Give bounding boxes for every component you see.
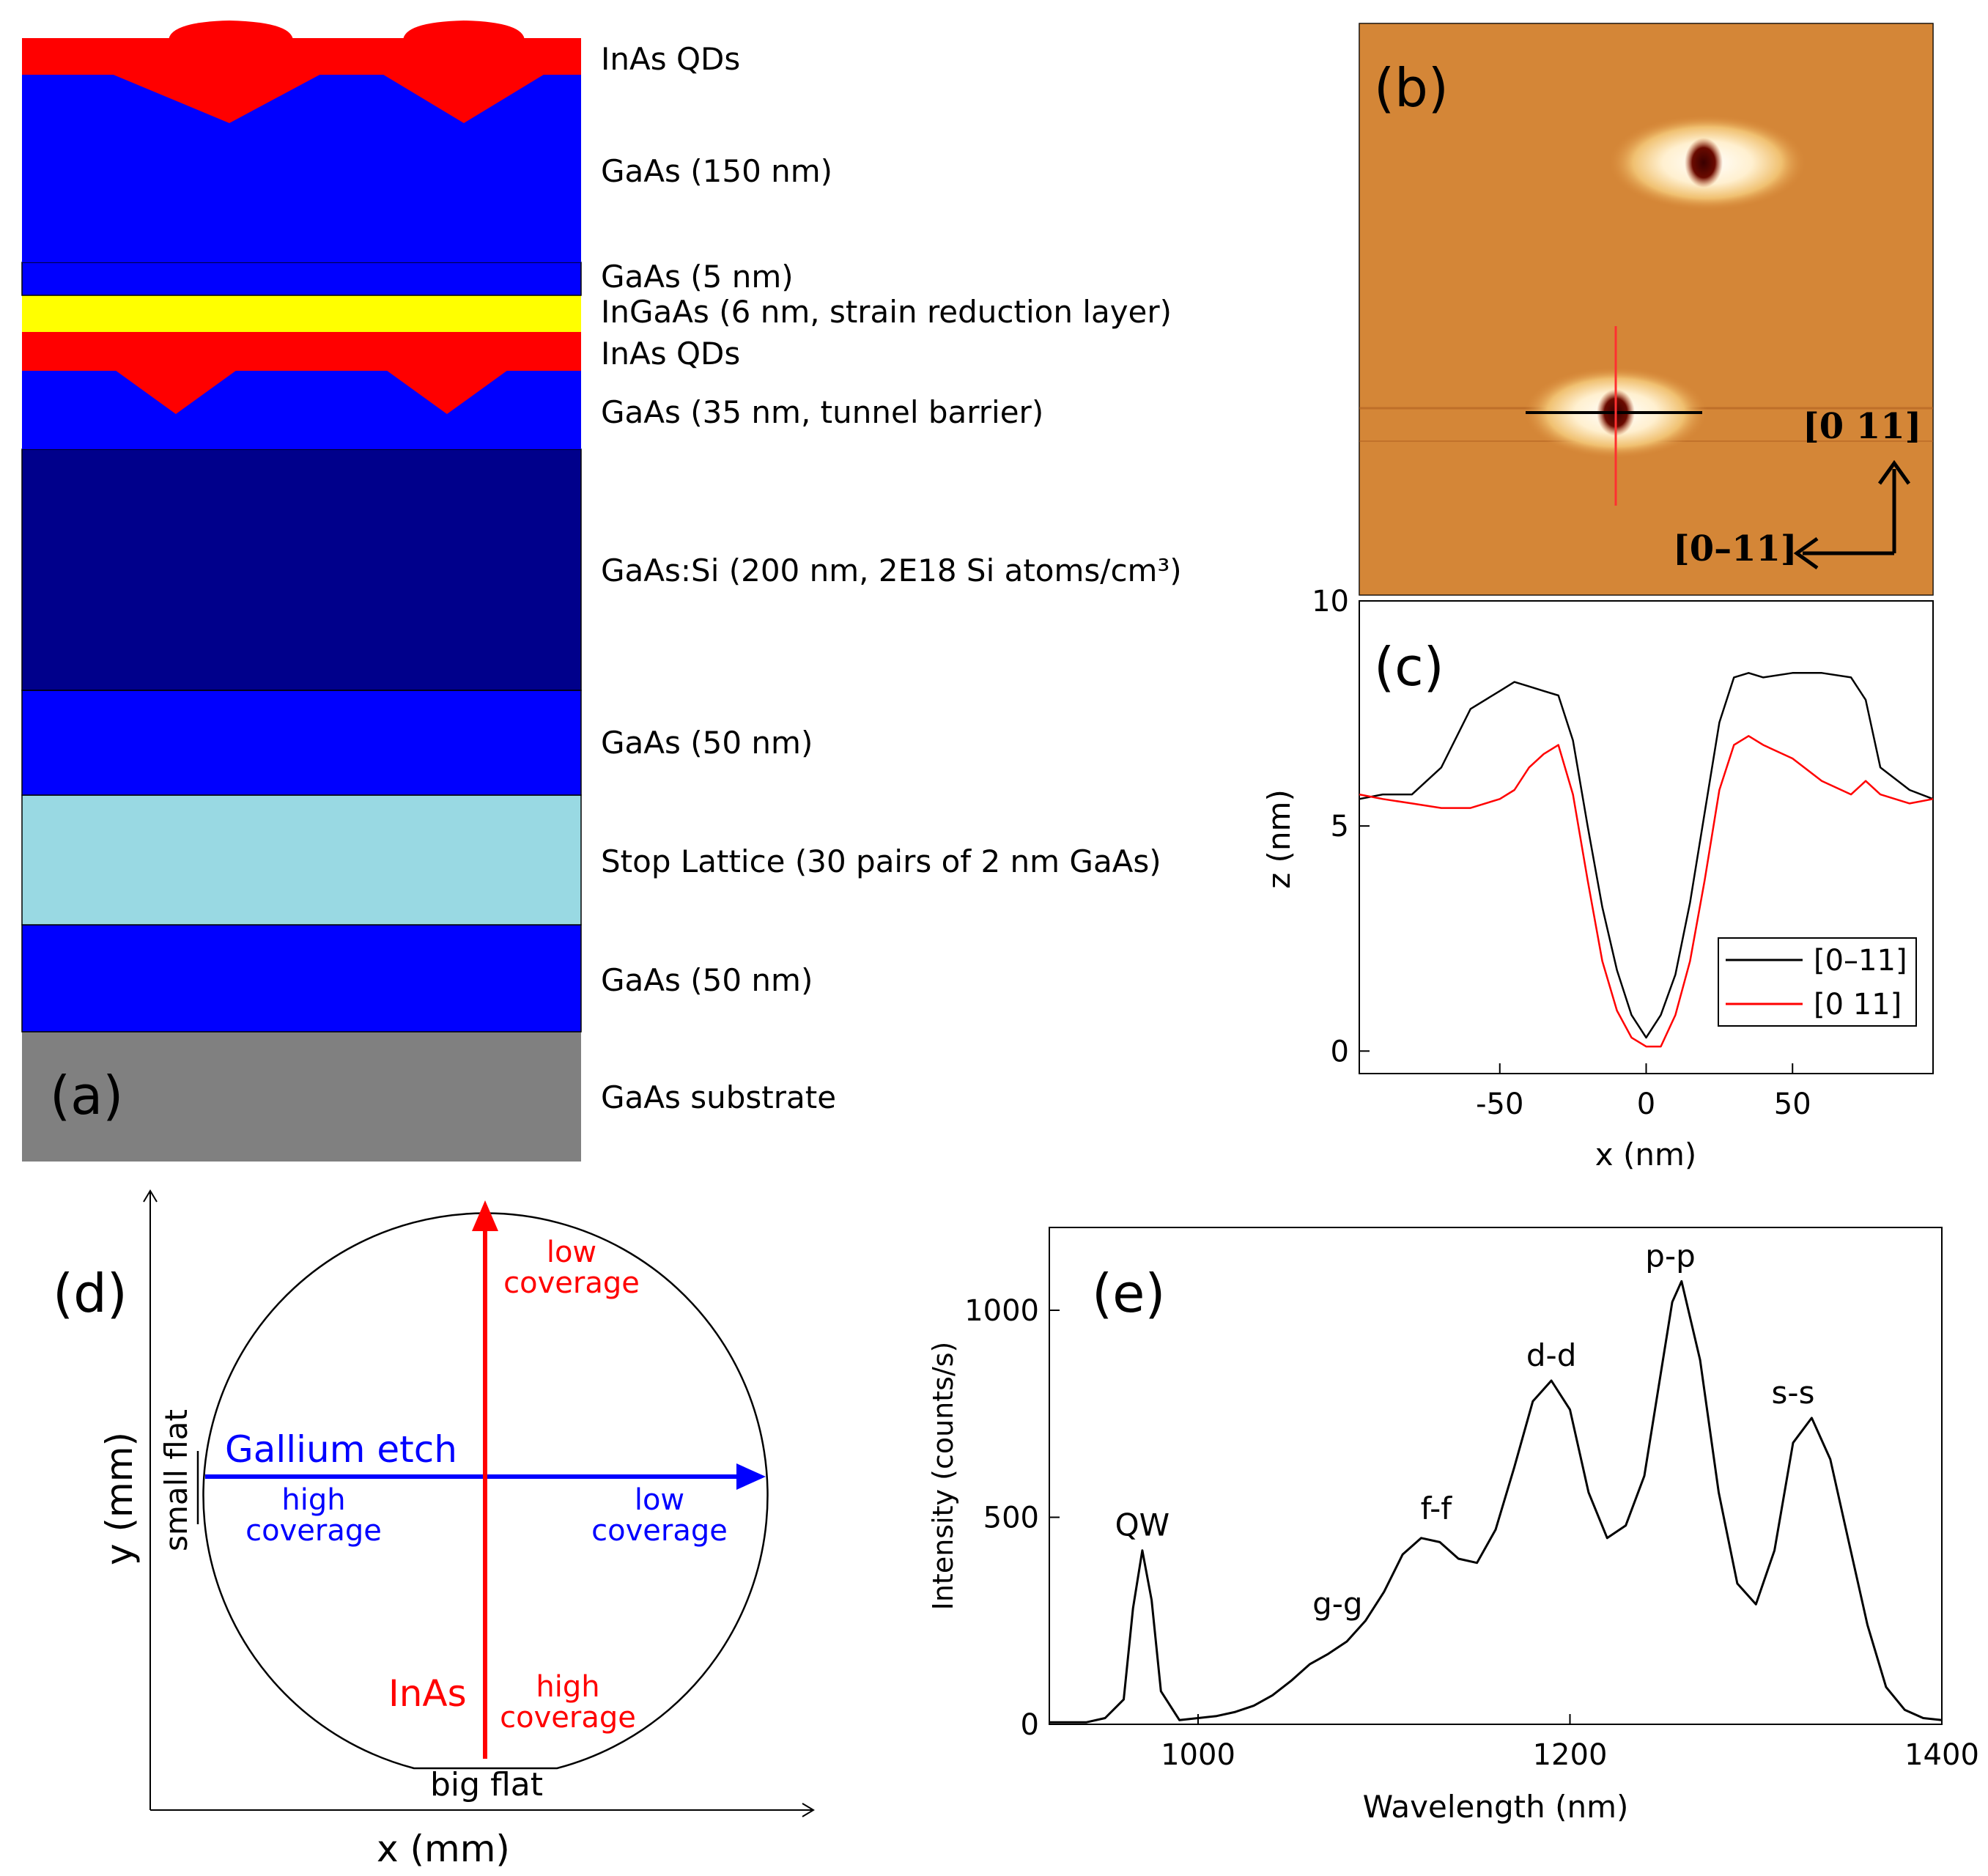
gallium-etch-arrowhead-icon xyxy=(736,1463,766,1490)
coverage-note: high coverage xyxy=(245,1483,382,1548)
y-tick-label: 5 xyxy=(1331,810,1349,843)
layer-gaas-substrate xyxy=(22,1032,581,1162)
y-tick-label: 10 xyxy=(1312,585,1349,618)
layer-stop-lattice xyxy=(21,794,582,926)
chart-e-annotations: QW g-g f-f d-d p-p s-s xyxy=(1115,1238,1815,1622)
panel-c-label: (c) xyxy=(1374,636,1444,698)
layer-gaas-50nm-top xyxy=(21,690,582,796)
layer-label: GaAs (50 nm) xyxy=(601,962,813,998)
legend-label-0-11: [0–11] xyxy=(1814,944,1907,978)
layer-label: InGaAs (6 nm, strain reduction layer) xyxy=(601,294,1172,330)
layer-label: GaAs (5 nm) xyxy=(601,259,794,295)
y-tick-label: 0 xyxy=(1331,1035,1349,1068)
panel-e-pl-spectrum: 1000 1200 1400 0 500 1000 QW g-g f-f d-d p-p s-s (… xyxy=(927,1227,1979,1825)
peak-annotation: g-g xyxy=(1312,1586,1362,1622)
qd-upper-cap-2 xyxy=(403,21,525,41)
layer-label: InAs QDs xyxy=(601,41,740,77)
layer-inas-qds-lower xyxy=(22,332,581,371)
legend-label-011: [0 11] xyxy=(1814,988,1902,1022)
layer-gaas-150nm xyxy=(22,75,581,262)
chart-e-xlabel: Wavelength (nm) xyxy=(1363,1789,1629,1825)
legend-box xyxy=(1718,937,1917,1027)
series-line xyxy=(1359,672,1934,1039)
chart-c-ylabel: z (nm) xyxy=(1261,789,1297,889)
layer-label: GaAs (50 nm) xyxy=(601,725,813,761)
qd-upper-1 xyxy=(110,73,322,123)
panel-a-layer-stack: (a) xyxy=(21,21,582,1162)
layer-inas-qds-upper xyxy=(22,38,581,75)
big-flat-label: big flat xyxy=(430,1766,543,1803)
layer-gaas-5nm xyxy=(21,262,582,296)
peak-annotation: d-d xyxy=(1526,1337,1576,1373)
axis-y-label: y (mm) xyxy=(98,1432,141,1565)
y-tick-label: 0 xyxy=(1021,1708,1039,1742)
layer-gaas-35nm xyxy=(22,371,581,449)
peak-annotation: p-p xyxy=(1645,1238,1695,1274)
peak-annotation: s-s xyxy=(1772,1375,1815,1411)
qd-upper-cap-1 xyxy=(169,21,293,41)
layer-label: GaAs substrate xyxy=(601,1079,836,1115)
x-tick-label: 1000 xyxy=(1161,1738,1235,1772)
chart-e-series xyxy=(1049,1279,1943,1724)
x-tick-label: 1200 xyxy=(1533,1738,1608,1772)
x-tick-label: 50 xyxy=(1774,1087,1811,1121)
chart-e-ticks: 1000 1200 1400 0 500 1000 xyxy=(964,1294,1979,1772)
series-line xyxy=(1359,735,1934,1048)
layer-label: GaAs:Si (200 nm, 2E18 Si atoms/cm³) xyxy=(601,553,1182,588)
qd-lower-2 xyxy=(381,366,513,414)
layer-gaas-50nm-bottom xyxy=(21,924,582,1033)
y-tick-label: 500 xyxy=(983,1502,1039,1535)
axis-x-label: x (mm) xyxy=(377,1828,510,1870)
chart-e-frame xyxy=(1049,1227,1943,1725)
layer-labels: InAs QDs GaAs (150 nm) GaAs (5 nm)InGaAs (… xyxy=(601,41,1182,1115)
qd-upper-2 xyxy=(381,73,546,123)
wafer-outline xyxy=(196,1212,769,1770)
direction-arrowhead-up-icon xyxy=(1877,459,1911,485)
x-tick-label: 0 xyxy=(1637,1087,1655,1121)
x-tick-label: -50 xyxy=(1476,1087,1523,1121)
direction-left-label: [0–11] xyxy=(1673,528,1797,569)
peak-annotation: f-f xyxy=(1421,1491,1453,1526)
direction-arrowhead-left-icon xyxy=(1793,536,1819,570)
chart-c-legend: [0–11] [0 11] xyxy=(1718,937,1917,1027)
layer-label: GaAs (150 nm) xyxy=(601,153,832,189)
panel-d-label: (d) xyxy=(53,1263,128,1324)
afm-background xyxy=(1359,23,1934,596)
coverage-note: high coverage xyxy=(500,1670,636,1735)
panel-d-wafer-diagram: (d) Gallium etch InAs small flat big fla… xyxy=(53,1189,815,1870)
chart-e-ylabel: Intensity (counts/s) xyxy=(927,1342,959,1611)
panel-c-profile-chart: -50 0 50 0 5 10 (c) x (nm) z (nm) [0–11] [0 1… xyxy=(1261,585,1934,1172)
axis-x-arrowhead-icon xyxy=(802,1803,815,1817)
y-tick-label: 1000 xyxy=(964,1294,1039,1328)
layer-gaas-si xyxy=(21,448,582,691)
small-flat-label: small flat xyxy=(158,1409,194,1551)
gallium-etch-label: Gallium etch xyxy=(225,1428,457,1471)
chart-c-ticks: -50 0 50 0 5 10 xyxy=(1312,585,1811,1121)
chart-c-xlabel: x (nm) xyxy=(1595,1137,1697,1172)
axis-y-arrowhead-icon xyxy=(143,1189,158,1203)
coverage-note: low coverage xyxy=(503,1236,640,1300)
panel-b-afm-image: (b) [0 11] [0–11] xyxy=(1359,23,1934,596)
coverage-notes: high coverage low coverage low coverage high co… xyxy=(245,1236,728,1735)
panel-e-label: (e) xyxy=(1092,1263,1165,1324)
x-tick-label: 1400 xyxy=(1904,1738,1979,1772)
series-line xyxy=(1049,1279,1943,1724)
coverage-note: low coverage xyxy=(591,1483,728,1548)
panel-b-label: (b) xyxy=(1374,57,1449,119)
peak-annotation: QW xyxy=(1115,1507,1170,1543)
chart-c-series xyxy=(1359,672,1934,1048)
panel-a-label: (a) xyxy=(50,1065,123,1126)
afm-pit-upper xyxy=(1685,138,1723,188)
inas-arrowhead-icon xyxy=(472,1200,498,1231)
layer-label: InAs QDs xyxy=(601,336,740,372)
layer-label: Stop Lattice (30 pairs of 2 nm GaAs) xyxy=(601,843,1161,879)
layer-label: GaAs (35 nm, tunnel barrier) xyxy=(601,394,1043,430)
inas-label: InAs xyxy=(388,1672,467,1715)
direction-up-label: [0 11] xyxy=(1803,406,1921,447)
afm-shade xyxy=(1359,23,1933,595)
layer-ingaas xyxy=(22,295,581,332)
qd-lower-1 xyxy=(110,366,242,414)
